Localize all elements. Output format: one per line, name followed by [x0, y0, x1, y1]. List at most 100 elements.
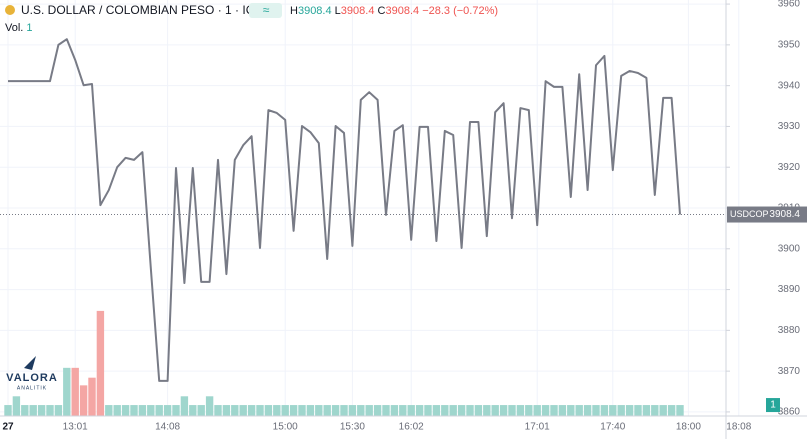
volume-bar — [659, 405, 667, 416]
close: 3908.4 — [385, 5, 419, 17]
volume-bar — [634, 405, 642, 416]
price-line — [8, 38, 681, 382]
volume-bar — [37, 405, 46, 416]
volume-bar — [348, 405, 357, 416]
volume-bar — [147, 405, 155, 416]
chart-title: U.S. DOLLAR / COLOMBIAN PESO · 1 · ICE — [21, 3, 262, 17]
plot — [0, 38, 726, 416]
volume-bar — [256, 405, 264, 416]
icon-box — [249, 3, 282, 18]
volume-bar — [516, 405, 525, 416]
volume-bar — [4, 405, 12, 416]
volume-bar — [306, 405, 315, 416]
volume-bar — [415, 405, 424, 416]
ohlc: H3908.4 L3908.4 C3908.4 −28.3 (−0.72%) — [290, 5, 498, 17]
x-tick-label: 13:01 — [63, 422, 88, 433]
volume-bar — [214, 405, 222, 416]
volume-bar — [29, 405, 37, 416]
y-tick-label: 3940 — [778, 80, 801, 91]
volume-bar — [617, 405, 625, 416]
volume-bar — [550, 405, 558, 416]
volume-bar — [541, 405, 550, 416]
change: −28.3 — [422, 5, 450, 17]
price-label-symbol: USDCOP — [730, 209, 769, 219]
volume-label-value: 1 — [770, 400, 776, 411]
volume-bar — [281, 405, 289, 416]
volume-bar — [382, 405, 390, 416]
volume-bar — [289, 405, 298, 416]
price-label-box — [727, 206, 807, 223]
volume-bar — [474, 405, 483, 416]
volume-bar — [340, 405, 348, 416]
volume-bar — [54, 405, 63, 416]
volume-bar — [231, 405, 239, 416]
y-tick-label: 3950 — [778, 40, 801, 51]
y-tick-label: 3960 — [778, 0, 801, 10]
x-tick-label: 16:02 — [399, 422, 424, 433]
volume-label: Vol. 1 — [5, 22, 33, 34]
volume-bar — [508, 405, 516, 416]
volume-bar — [113, 405, 121, 416]
volume-bar — [525, 405, 533, 416]
x-tick-label: 14:08 — [155, 422, 180, 433]
volume-bar — [365, 405, 373, 416]
volume-bar — [222, 405, 231, 416]
volume-bar — [172, 405, 180, 416]
volume-bar — [239, 405, 247, 416]
y-tick-label: 3900 — [778, 243, 801, 254]
volume-bar — [247, 405, 256, 416]
volume-bar — [264, 405, 273, 416]
x-tick-label: 15:30 — [340, 422, 365, 433]
volume-bar — [625, 405, 634, 416]
volume-bar — [600, 405, 609, 416]
volume-bar — [373, 405, 382, 416]
volume-bar — [155, 405, 163, 416]
volume-value: 1 — [26, 22, 32, 34]
x-tick-label: 15:00 — [273, 422, 298, 433]
volume-bar — [457, 405, 466, 416]
volume-bar — [483, 405, 491, 416]
volume-label-box — [766, 398, 780, 413]
high-label: H — [290, 5, 298, 17]
volume-bar — [138, 405, 147, 416]
y-tick-label: 3870 — [778, 366, 801, 377]
y-tick-label: 3920 — [778, 162, 801, 173]
volume-bar — [466, 405, 474, 416]
volume-bar — [273, 405, 281, 416]
y-tick-label: 3930 — [778, 121, 801, 132]
volume-bar — [331, 405, 340, 416]
volume-bar — [71, 367, 79, 416]
volume-bar — [46, 405, 54, 416]
volume-bar — [651, 405, 659, 416]
volume-bar — [432, 405, 441, 416]
volume-bar — [163, 405, 172, 416]
low: 3908.4 — [341, 5, 375, 17]
volume-bar — [298, 405, 306, 416]
icon: ≈ — [263, 3, 270, 17]
volume-bar — [315, 405, 323, 416]
price-label-value: 3908.4 — [769, 209, 800, 220]
volume-bar — [357, 405, 365, 416]
volume-bar — [197, 405, 205, 416]
volume-bar — [96, 310, 105, 416]
change-pct: (−0.72%) — [453, 5, 498, 17]
volume-bar — [390, 405, 399, 416]
y-tick-label: 3880 — [778, 325, 801, 336]
x-tick-label: 18:08 — [726, 422, 751, 433]
low-label: L — [335, 5, 341, 17]
volume-bar — [130, 405, 138, 416]
volume-bar — [449, 405, 457, 416]
y-tick-label: 3860 — [778, 407, 801, 418]
volume-bar — [491, 405, 499, 416]
close-label: C — [378, 5, 386, 17]
volume-bar — [499, 405, 508, 416]
volume-bar — [88, 377, 96, 416]
volume-bar — [609, 405, 617, 416]
volume-bar — [424, 405, 432, 416]
volume-bar — [533, 405, 541, 416]
volume-bar — [592, 405, 600, 416]
y-tick-label: 3890 — [778, 284, 801, 295]
